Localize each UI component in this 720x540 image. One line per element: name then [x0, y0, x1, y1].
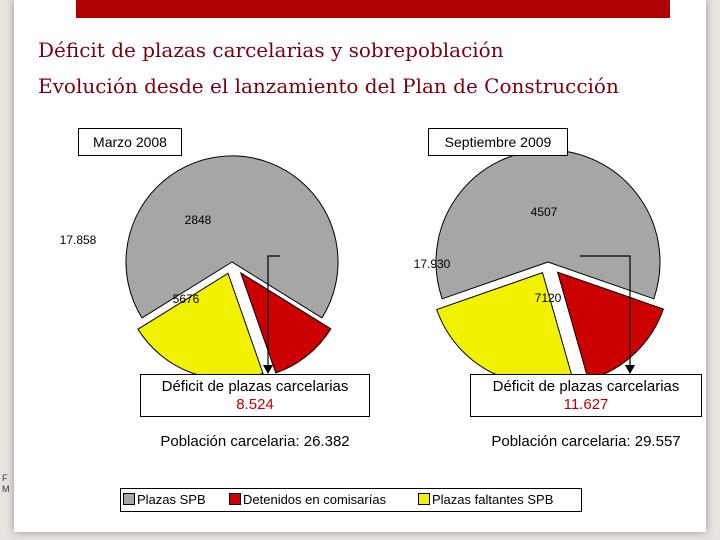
- data-label-plazas-spb: 17.858: [60, 233, 97, 247]
- period-label-marzo-2008: Marzo 2008: [78, 128, 182, 156]
- edge-fragment-2: M: [2, 484, 10, 494]
- pie-chart-septiembre-2009: 17.930 4507 7120: [414, 149, 665, 386]
- legend-swatch: [418, 493, 430, 505]
- pie-slice-plazas-spb: [125, 155, 339, 319]
- edge-fragment-1: F: [2, 473, 8, 483]
- data-label-plazas-spb: 17.930: [414, 257, 451, 271]
- legend-label: Detenidos en comisarías: [243, 492, 387, 507]
- legend-swatch: [229, 493, 241, 505]
- deficit-arrow: [267, 255, 280, 366]
- legend-item-detenidos: Detenidos en comisarías: [229, 492, 386, 507]
- deficit-box-septiembre-2009: Déficit de plazas carcelarias 11.627: [470, 374, 702, 417]
- header-bar: [76, 0, 670, 18]
- legend-item-faltantes: Plazas faltantes SPB: [418, 492, 553, 507]
- pie-slice-detenidos: [239, 271, 332, 374]
- deficit-label: Déficit de plazas carcelarias: [161, 378, 349, 395]
- data-label-faltantes: 7120: [535, 291, 562, 305]
- period-label-septiembre-2009: Septiembre 2009: [428, 128, 568, 156]
- summary-marzo-2008: Déficit de plazas carcelarias 8.524 Pobl…: [140, 374, 370, 451]
- slide-subtitle: Evolución desde el lanzamiento del Plan …: [38, 74, 619, 98]
- deficit-label: Déficit de plazas carcelarias: [492, 378, 680, 395]
- deficit-box-marzo-2008: Déficit de plazas carcelarias 8.524: [140, 374, 370, 417]
- population-label: Población carcelaria: 29.557: [491, 433, 681, 450]
- deficit-value: 8.524: [236, 396, 274, 413]
- data-label-detenidos: 4507: [531, 205, 558, 219]
- slide-title: Déficit de plazas carcelarias y sobrepob…: [38, 38, 504, 62]
- legend-item-plazas-spb: Plazas SPB: [123, 492, 206, 507]
- pie-chart-marzo-2008: 17.858 2848 5676: [60, 155, 339, 380]
- legend-label: Plazas SPB: [137, 492, 206, 507]
- deficit-arrow: [580, 255, 631, 366]
- legend-swatch: [123, 493, 135, 505]
- chart-legend: Plazas SPB Detenidos en comisarías Plaza…: [120, 488, 582, 512]
- summary-septiembre-2009: Déficit de plazas carcelarias 11.627 Pob…: [470, 374, 702, 451]
- deficit-value: 11.627: [563, 396, 609, 413]
- pie-slice-plazas-spb: [435, 149, 661, 300]
- legend-label: Plazas faltantes SPB: [432, 492, 554, 507]
- arrow-head: [625, 365, 635, 374]
- arrow-head: [263, 365, 273, 374]
- data-label-detenidos: 2848: [185, 213, 212, 227]
- edge-text-fragment: F M: [2, 473, 10, 495]
- population-label: Población carcelaria: 26.382: [160, 433, 350, 450]
- data-label-faltantes: 5676: [173, 292, 200, 306]
